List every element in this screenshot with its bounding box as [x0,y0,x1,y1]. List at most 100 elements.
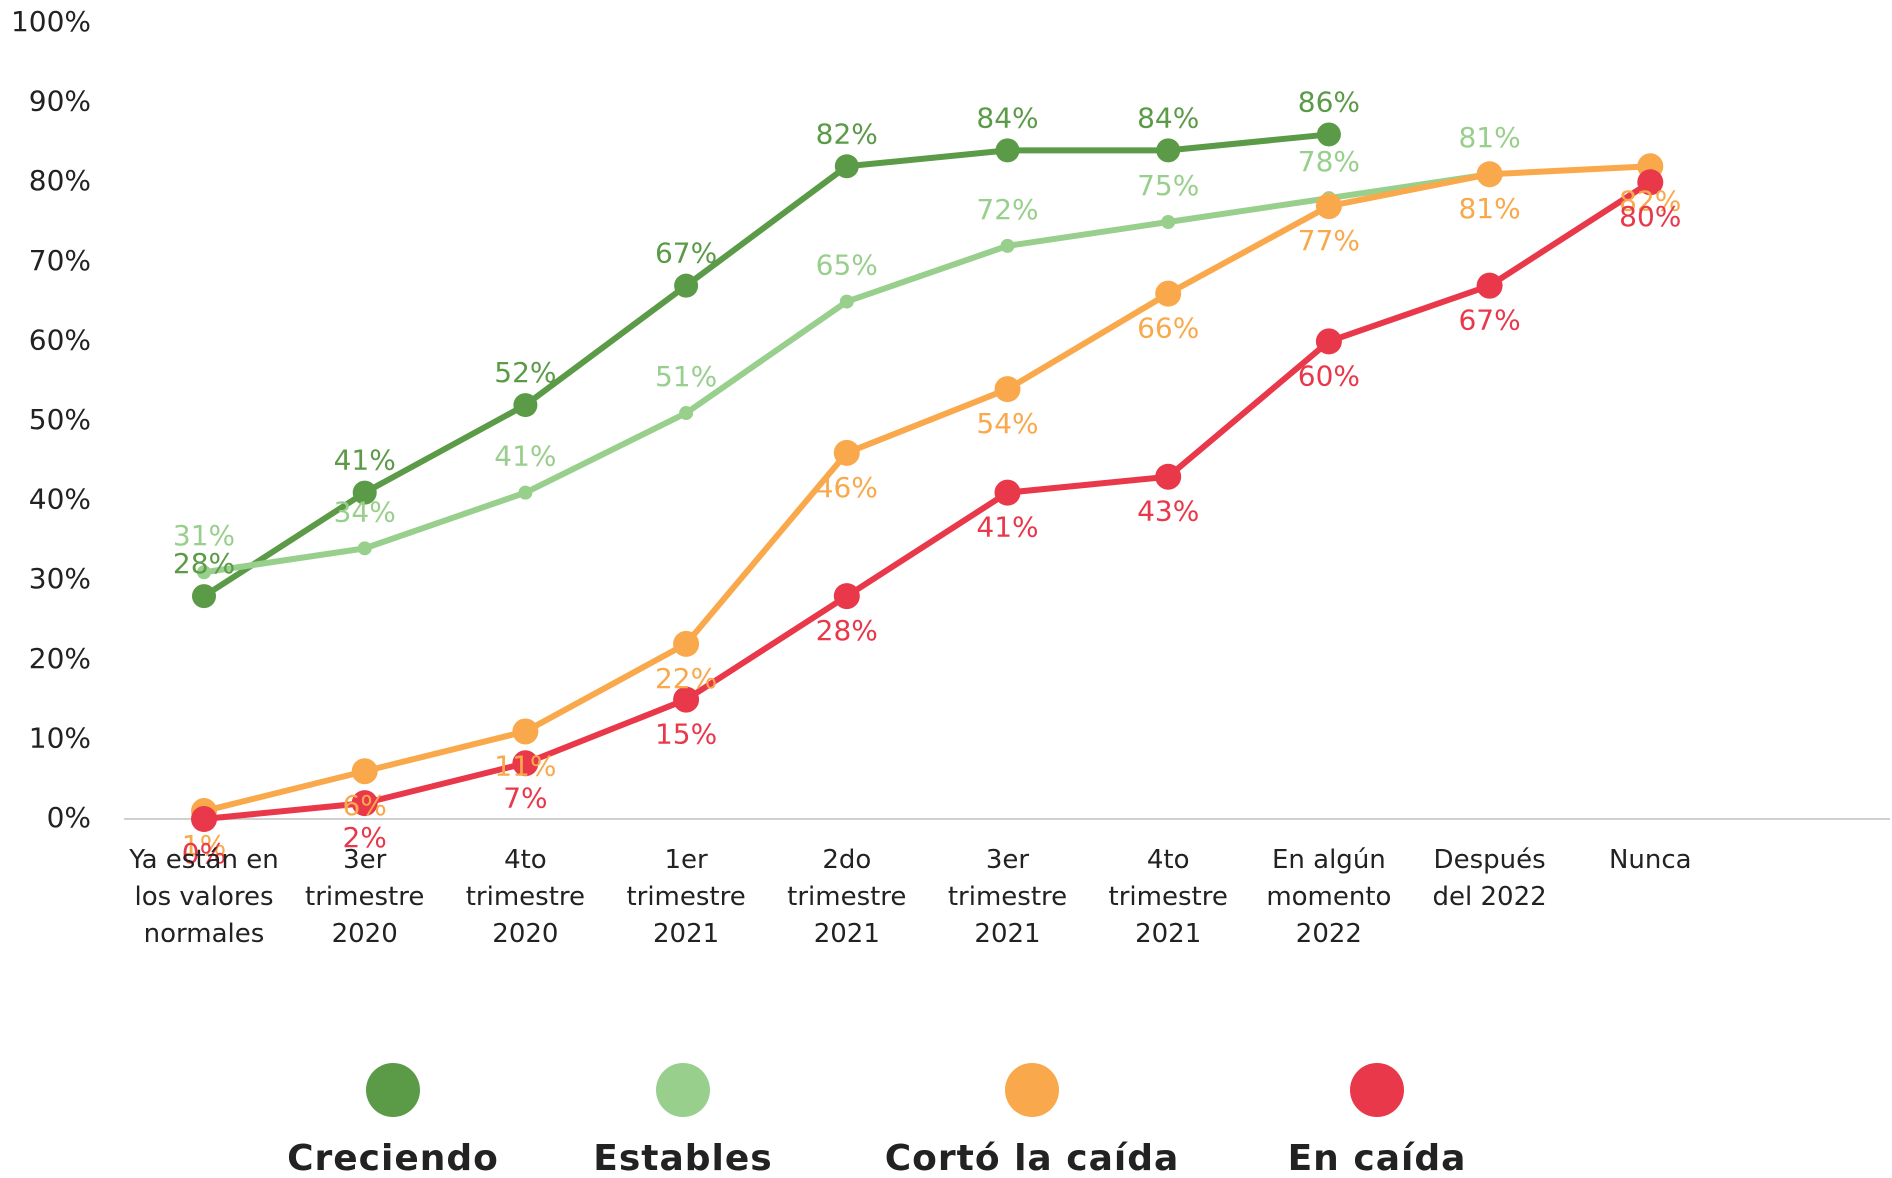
legend-label: Cortó la caída [885,1138,1180,1178]
data-label: 7% [503,781,547,814]
data-point [994,479,1021,506]
data-label: 84% [1137,101,1199,134]
data-label: 0% [182,837,226,870]
data-label: 80% [1619,200,1681,233]
data-point [197,565,211,580]
data-point [994,376,1021,403]
data-point [839,294,854,309]
data-label: 86% [1298,85,1360,118]
data-point [833,439,860,466]
data-label: 43% [1137,495,1199,528]
data-label: 28% [816,614,878,647]
data-label: 31% [173,519,235,552]
x-tick-label: Ya están en los valores normales [129,845,279,949]
data-label: 15% [655,718,717,751]
data-label: 41% [976,511,1038,544]
data-point [1316,122,1341,147]
data-label: 77% [1298,224,1360,257]
data-point [357,541,372,556]
data-label: 41% [494,440,556,473]
y-tick-label: 40% [29,483,91,516]
data-point [673,630,700,657]
data-label: 2% [342,821,386,854]
legend-label: En caída [1288,1138,1467,1178]
legend-marker [656,1063,710,1117]
data-point [674,273,699,298]
x-tick-label: 4to trimestre 2020 [465,845,586,949]
data-label: 81% [1458,192,1520,225]
legend-marker [1005,1063,1059,1117]
data-point [1155,280,1182,307]
data-label: 1% [182,829,226,862]
x-tick-label: Después del 2022 [1432,845,1547,912]
data-point [512,718,539,745]
y-tick-label: 0% [47,801,91,834]
y-tick-label: 10% [29,721,91,754]
x-tick-label: 2do trimestre 2021 [787,845,907,949]
data-label: 67% [655,237,717,270]
series-line [203,179,1652,822]
data-point [1161,215,1176,229]
data-label: 66% [1137,312,1199,345]
data-point [1156,138,1181,163]
y-tick-label: 30% [29,562,91,595]
data-point [513,393,538,418]
data-label: 22% [655,662,717,695]
data-point [1315,328,1342,355]
x-tick-label: 3er trimestre 2021 [947,845,1068,949]
data-point [518,485,533,500]
data-label: 34% [334,495,396,528]
series-line [203,171,1491,576]
y-tick-label: 50% [29,403,91,436]
data-label: 65% [816,249,878,282]
data-point [995,138,1020,163]
data-point [833,583,860,610]
data-label: 51% [655,360,717,393]
data-label: 67% [1458,304,1520,337]
data-label: 41% [334,444,396,477]
data-label: 78% [1298,145,1360,178]
data-label: 82% [816,117,878,150]
y-tick-label: 70% [29,244,91,277]
legend-label: Creciendo [287,1138,499,1178]
data-point [191,806,217,832]
y-tick-label: 80% [29,164,91,197]
data-point [1000,238,1015,253]
data-point [1155,463,1182,490]
data-label: 82% [1619,184,1681,217]
legend-marker [1350,1063,1404,1117]
x-tick-label: Nunca [1608,845,1692,875]
legend-marker [366,1063,420,1117]
x-tick-label: 4to trimestre 2021 [1108,845,1228,949]
data-label: 6% [342,789,386,822]
data-label: 52% [494,356,556,389]
series-line [202,131,1330,599]
x-tick-label: 1er trimestre 2021 [626,845,746,949]
data-point [1315,193,1342,220]
data-label: 60% [1298,359,1360,392]
data-label: 11% [494,749,556,782]
data-point [192,584,216,609]
y-tick-label: 90% [29,85,91,118]
data-label: 81% [1458,121,1520,154]
x-tick-label: En algún momento 2022 [1266,845,1392,949]
data-point [1476,272,1503,299]
data-point [351,790,378,817]
x-tick-label: 3er trimestre 2020 [305,845,425,949]
y-tick-label: 20% [29,642,91,675]
data-point [352,480,377,505]
data-label: 46% [816,471,878,504]
data-label: 75% [1137,169,1199,202]
data-point [1476,161,1503,188]
data-label: 72% [976,193,1038,226]
series-line [203,163,1651,814]
data-point [1637,169,1664,196]
data-point [679,406,694,421]
data-label: 84% [976,101,1038,134]
y-tick-label: 60% [29,323,91,356]
data-label: 28% [173,547,235,580]
data-point [351,758,378,785]
data-point [512,750,539,777]
